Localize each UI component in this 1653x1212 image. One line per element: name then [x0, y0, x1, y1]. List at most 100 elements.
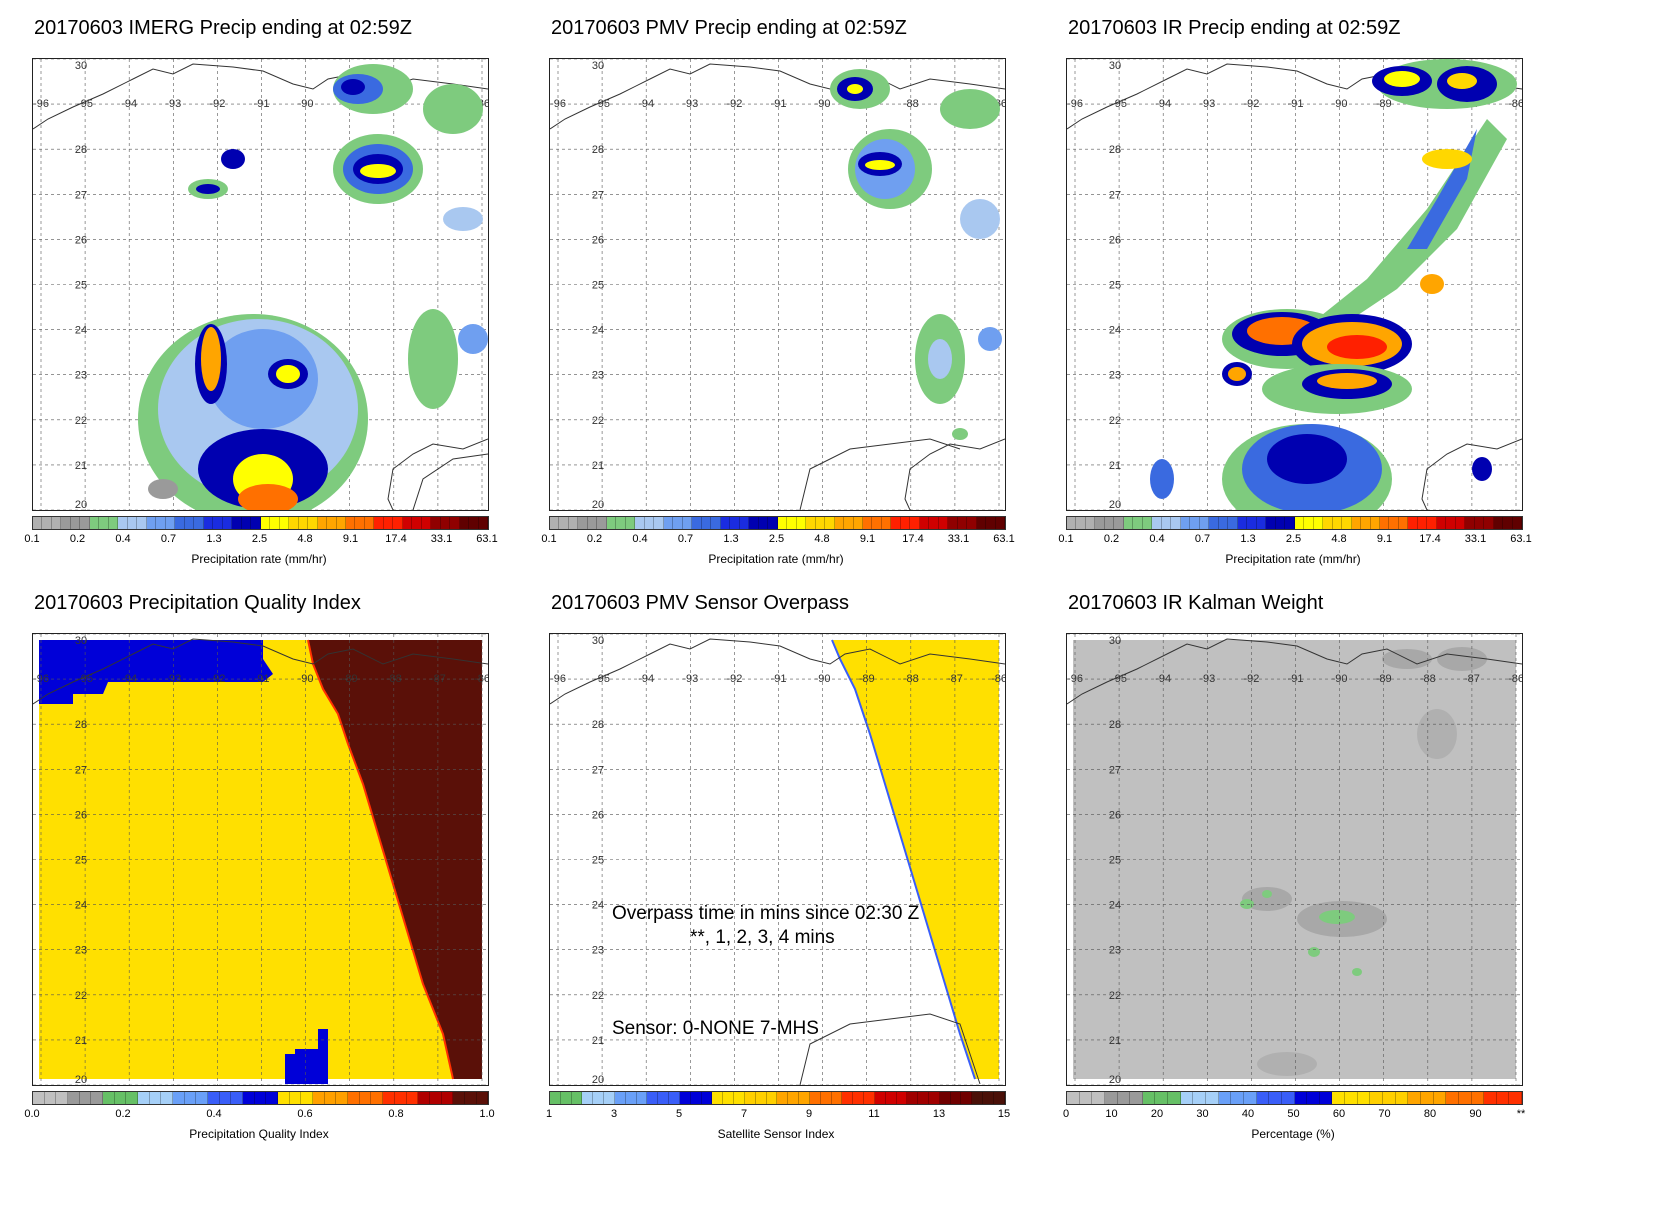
colorbar-tick-label: 9.1 — [859, 533, 876, 545]
colorbar-swatch — [459, 517, 470, 529]
colorbar-tick-label: 2.5 — [1285, 533, 1302, 545]
colorbar-swatch — [560, 1092, 572, 1104]
lon-label: -95 — [594, 98, 610, 110]
colorbar-swatch — [616, 517, 626, 529]
colorbar-swatch — [165, 517, 176, 529]
colorbar-swatch — [241, 517, 252, 529]
colorbar-swatch — [711, 517, 721, 529]
colorbar-swatch — [345, 517, 356, 529]
lat-label: 21 — [1109, 460, 1121, 472]
colorbar-swatch — [938, 517, 949, 529]
colorbar-tick-label: 10 — [1105, 1108, 1118, 1120]
lon-label: -86 — [991, 673, 1005, 685]
colorbar-swatch — [1180, 517, 1191, 529]
colorbar-swatch — [161, 1092, 174, 1104]
colorbar-swatch — [568, 517, 579, 529]
colorbar-swatch — [42, 517, 52, 529]
colorbar-tick-label: 4.8 — [297, 533, 313, 545]
colorbar-tick-label: 17.4 — [1419, 533, 1441, 545]
colorbar-swatch — [1398, 517, 1409, 529]
lon-label: -92 — [726, 673, 742, 685]
colorbar-swatch — [371, 1092, 384, 1104]
colorbar-tick-label: 0.1 — [1058, 533, 1074, 545]
colorbar-tick-label: 33.1 — [947, 533, 970, 545]
colorbar-swatch — [1417, 517, 1428, 529]
colorbar-label: Percentage (%) — [1251, 1127, 1335, 1141]
colorbar-swatch — [469, 517, 479, 529]
colorbar-swatch — [103, 1092, 115, 1104]
lat-label: 27 — [592, 189, 604, 201]
lon-label: -89 — [859, 673, 875, 685]
colorbar-swatch — [972, 1092, 984, 1104]
colorbar-swatch — [891, 517, 901, 529]
precip-field — [1150, 59, 1517, 510]
panel-title: 20170603 PMV Precip ending at 02:59Z — [551, 17, 907, 39]
colorbar-swatch — [355, 517, 365, 529]
lon-label: -92 — [209, 98, 225, 110]
colorbar-swatch — [1294, 1092, 1308, 1104]
colorbar-tick-label: 0.6 — [297, 1108, 313, 1120]
colorbar-tick-label: ** — [1516, 1108, 1526, 1120]
colorbar-label: Satellite Sensor Index — [717, 1127, 835, 1141]
lat-label: 27 — [75, 764, 87, 776]
colorbar-swatch — [787, 517, 797, 529]
overpass-note: Overpass time in mins since 02:30 Z — [612, 903, 920, 924]
lat-label: 24 — [1109, 900, 1121, 912]
colorbar-swatch — [1433, 1092, 1447, 1104]
colorbar-swatch — [1319, 1092, 1333, 1104]
colorbar-swatch — [1092, 1092, 1105, 1104]
colorbar-swatch — [1408, 517, 1418, 529]
colorbar-swatch — [1370, 1092, 1384, 1104]
colorbar-tick-label: 0 — [1062, 1108, 1070, 1120]
colorbar-label: Precipitation rate (mm/hr) — [708, 552, 844, 566]
colorbar-swatch — [279, 517, 290, 529]
colorbar-tick-label: 0.2 — [586, 533, 603, 545]
lat-label: 26 — [1109, 234, 1121, 246]
colorbar-swatch — [1218, 1092, 1232, 1104]
colorbar-swatch — [993, 1092, 1005, 1104]
colorbar-tick-label: 20 — [1150, 1108, 1164, 1120]
lat-label: 21 — [592, 1035, 604, 1047]
precip-field — [138, 64, 488, 510]
colorbar-swatch — [1395, 1092, 1409, 1104]
colorbar-swatch — [289, 1092, 302, 1104]
colorbar-swatch — [550, 1092, 561, 1104]
colorbar-swatch — [864, 1092, 875, 1104]
colorbar-swatch — [777, 1092, 789, 1104]
colorbar-swatch — [324, 1092, 337, 1104]
lat-label: 25 — [592, 280, 604, 292]
colorbar-swatch — [799, 1092, 810, 1104]
colorbar-swatch — [1067, 1092, 1080, 1104]
colorbar-swatch — [1085, 517, 1096, 529]
colorbar-swatch — [298, 517, 309, 529]
colorbar-swatch — [692, 517, 702, 529]
colorbar-tick-label: 80 — [1423, 1108, 1437, 1120]
colorbar-swatch — [1420, 1092, 1434, 1104]
colorbar-swatch — [929, 517, 939, 529]
colorbar-swatch — [1209, 517, 1219, 529]
lat-label: 28 — [592, 719, 604, 731]
colorbar-swatch — [597, 517, 607, 529]
colorbar-swatch — [1171, 517, 1181, 529]
panel-title: 20170603 IMERG Precip ending at 02:59Z — [34, 17, 413, 39]
colorbar-tick-label: 33.1 — [430, 533, 453, 545]
colorbar-swatch — [1512, 517, 1523, 529]
colorbar-swatch — [910, 517, 920, 529]
colorbar-swatch — [289, 517, 299, 529]
colorbar-tick-label: 0.4 — [115, 533, 131, 545]
colorbar-swatch — [1231, 1092, 1244, 1104]
colorbar-swatch — [1455, 517, 1466, 529]
colorbar-swatch — [853, 517, 863, 529]
lat-label: 27 — [592, 764, 604, 776]
colorbar-swatch — [91, 1092, 104, 1104]
colorbar-swatch — [1218, 517, 1229, 529]
lon-label: -95 — [1111, 98, 1127, 110]
colorbar-swatch — [336, 517, 346, 529]
colorbar-swatch — [213, 517, 223, 529]
colorbar-swatch — [976, 517, 987, 529]
colorbar-tick-label: 2.5 — [768, 533, 785, 545]
colorbar-swatch — [418, 1092, 430, 1104]
colorbar-tick-label: 9.1 — [1376, 533, 1393, 545]
colorbar-swatch — [614, 1092, 626, 1104]
colorbar-tick-label: 1.0 — [479, 1108, 495, 1120]
